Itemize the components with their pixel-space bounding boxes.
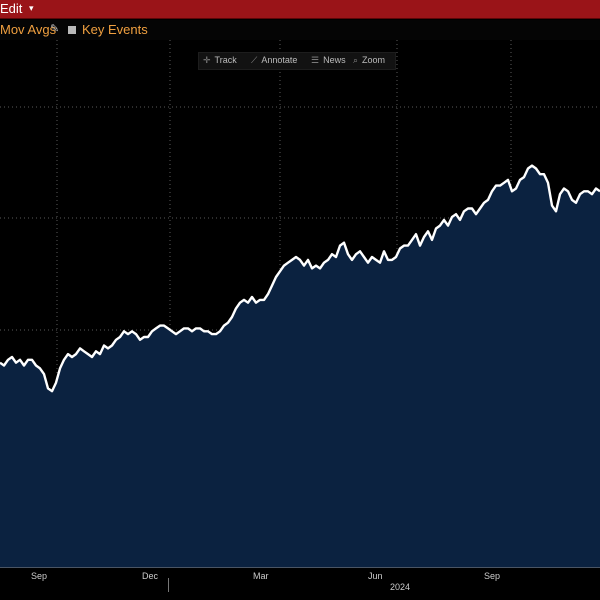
header-bar: Edit ▾ (0, 0, 600, 19)
crosshair-icon: ✛ (203, 55, 211, 65)
series-area (0, 165, 600, 568)
annotate-label: Annotate (261, 55, 298, 65)
zoom-label: Zoom (362, 55, 386, 65)
series-line (0, 164, 600, 393)
pencil-icon[interactable]: ✎ (50, 23, 60, 35)
news-label: News (323, 55, 346, 65)
annotate-icon: ⟋ (251, 55, 258, 65)
news-button[interactable]: ☰ News (311, 55, 346, 66)
x-tick-label: Sep (31, 571, 48, 581)
news-icon: ☰ (311, 55, 320, 65)
area-layer (0, 164, 600, 568)
zoom-icon: ⌕ (353, 55, 359, 65)
chevron-down-icon[interactable]: ▾ (29, 3, 34, 13)
zoom-button[interactable]: ⌕ Zoom (353, 55, 385, 66)
track-label: Track (214, 55, 237, 65)
year-divider (168, 578, 169, 592)
key-events-toggle[interactable]: Key Events (82, 22, 148, 37)
x-tick-label: Sep (484, 571, 501, 581)
track-button[interactable]: ✛ Track (203, 55, 237, 66)
mov-avgs-toggle[interactable]: Mov Avgs (0, 22, 57, 37)
legend-bar: Mov Avgs ✎ Key Events (0, 20, 600, 40)
checkbox-icon[interactable] (68, 26, 76, 34)
year-label: 2024 (390, 582, 411, 592)
chart-toolbar: ✛ Track ⟋ Annotate ☰ News ⌕ Zoom (198, 52, 396, 70)
x-tick-label: Mar (253, 571, 269, 581)
annotate-button[interactable]: ⟋ Annotate (251, 55, 297, 66)
price-chart[interactable] (0, 40, 600, 568)
x-tick-label: Dec (142, 571, 159, 581)
x-tick-label: Jun (368, 571, 383, 581)
edit-button[interactable]: Edit (0, 1, 23, 16)
